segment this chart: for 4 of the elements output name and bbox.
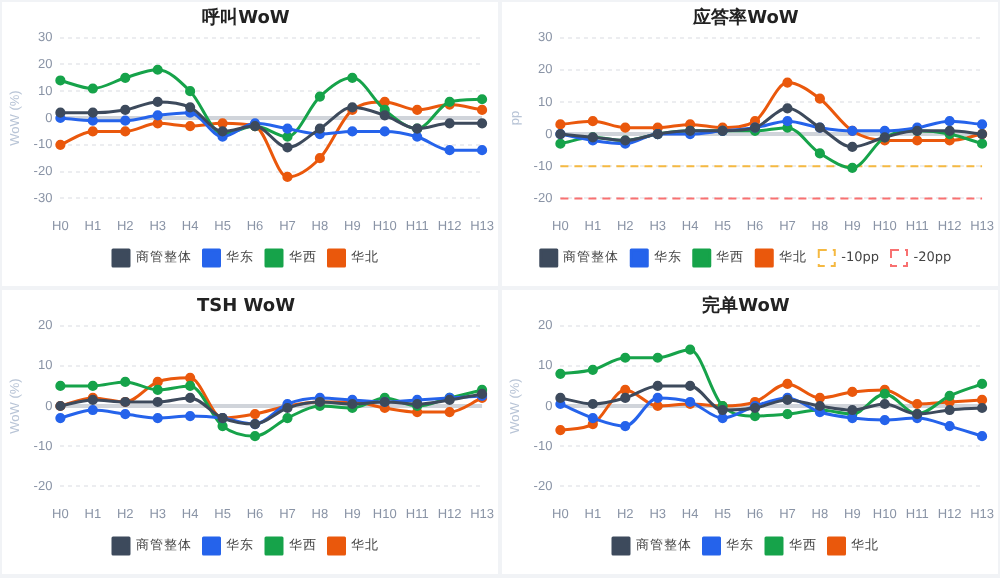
chart-title: 应答率WoW xyxy=(691,7,799,30)
chart-title: TSH WoW xyxy=(196,297,296,318)
chart-title: 完单WoW xyxy=(702,295,790,318)
chart-title: 呼叫WoW xyxy=(202,7,290,30)
